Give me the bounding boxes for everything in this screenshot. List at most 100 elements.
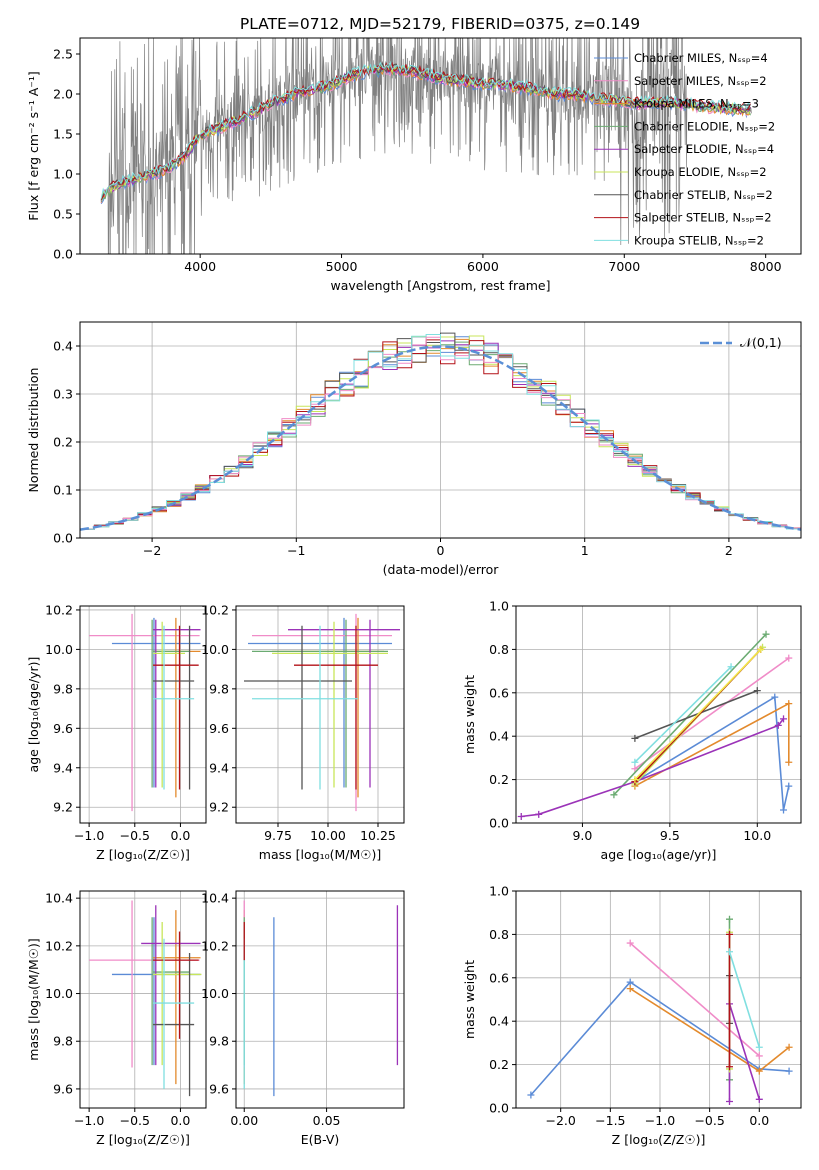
spectrum-legend: Chabrier MILES, Nₛₛₚ=4 Salpeter MILES, Nₛ… bbox=[594, 51, 775, 247]
y-tick-label: 9.4 bbox=[53, 760, 73, 775]
x-axis-label: Z [log₁₀(Z/Z☉)] bbox=[612, 1132, 706, 1147]
weight-point-marker bbox=[785, 783, 792, 790]
x-tick-label: −2 bbox=[143, 543, 161, 558]
figure-canvas: PLATE=0712, MJD=52179, FIBERID=0375, z=0… bbox=[0, 0, 819, 1170]
y-tick-label: 1.0 bbox=[489, 884, 509, 899]
y-tick-label: 9.2 bbox=[209, 800, 229, 815]
y-tick-label: 0.1 bbox=[53, 483, 73, 498]
y-tick-label: 10.2 bbox=[201, 602, 229, 617]
y-tick-label: 10.0 bbox=[201, 642, 229, 657]
y-tick-label: 10.0 bbox=[45, 642, 73, 657]
x-tick-label: −0.5 bbox=[120, 1113, 150, 1128]
legend-entry: Kroupa STELIB, Nₛₛₚ=2 bbox=[634, 233, 764, 247]
x-tick-label: −2.0 bbox=[546, 1113, 576, 1128]
y-tick-label: 10.4 bbox=[201, 891, 229, 906]
y-tick-label: 1.0 bbox=[489, 599, 509, 614]
x-axis-label: mass [log₁₀(M/M☉)] bbox=[259, 847, 381, 862]
weight-point-marker bbox=[785, 759, 792, 766]
x-tick-label: 9.0 bbox=[572, 828, 592, 843]
x-axis-label: (data-model)/error bbox=[383, 562, 500, 577]
y-axis-label: Normed distribution bbox=[26, 368, 41, 493]
x-tick-label: 10.0 bbox=[743, 828, 771, 843]
legend-entry: Chabrier MILES, Nₛₛₚ=4 bbox=[634, 51, 768, 65]
y-axis-label: mass weight bbox=[462, 675, 477, 754]
weight-point-marker bbox=[518, 813, 525, 820]
y-tick-label: 9.8 bbox=[53, 1034, 73, 1049]
y-tick-label: 2.5 bbox=[53, 47, 73, 62]
y-tick-label: 2.0 bbox=[53, 87, 73, 102]
x-axis-label: wavelength [Angstrom, rest frame] bbox=[330, 278, 550, 293]
x-axis-label: age [log₁₀(age/yr)] bbox=[601, 847, 717, 862]
x-tick-label: −1 bbox=[287, 543, 305, 558]
x-tick-label: 6000 bbox=[467, 259, 499, 274]
x-axis-label: Z [log₁₀(Z/Z☉)] bbox=[96, 847, 190, 862]
y-tick-label: 10.2 bbox=[45, 602, 73, 617]
x-tick-label: −1.0 bbox=[74, 828, 104, 843]
y-tick-label: 0.0 bbox=[489, 816, 509, 831]
axes-frame bbox=[236, 891, 404, 1108]
y-tick-label: 0.2 bbox=[489, 1057, 509, 1072]
spectrum-panel: 4000 5000 6000 7000 8000 0.0 0.5 1.0 1.5 2.0 2.5 wa… bbox=[26, 0, 801, 324]
legend-entry: Salpeter STELIB, Nₛₛₚ=2 bbox=[634, 211, 772, 225]
y-axis-label: Flux [f erg cm⁻² s⁻¹ A⁻¹] bbox=[26, 71, 41, 221]
weight-point-marker bbox=[785, 700, 792, 707]
axes-frame bbox=[516, 606, 801, 823]
histogram-panel: −2 −1 0 1 20.00.10.20.30.4(data-model)/error… bbox=[26, 322, 801, 577]
weight-series-line bbox=[614, 634, 766, 795]
x-tick-label: 10.25 bbox=[360, 828, 396, 843]
plot-area bbox=[101, 0, 751, 324]
y-tick-label: 10.2 bbox=[201, 938, 229, 953]
weight-point-marker bbox=[780, 806, 787, 813]
age-vs-Z-panel: −1.0 −0.5 0.09.29.49.69.810.010.2Z [log₁₀(… bbox=[26, 602, 206, 862]
y-tick-label: 9.6 bbox=[53, 721, 73, 736]
weight-vs-Z-panel: −2.0 −1.5 −1.0 −0.5 0.00.00.20.40.60.81.0Z [… bbox=[462, 884, 801, 1148]
x-tick-label: 0 bbox=[437, 543, 445, 558]
y-tick-label: 0.2 bbox=[53, 435, 73, 450]
x-tick-label: −1.0 bbox=[74, 1113, 104, 1128]
axes-frame bbox=[516, 891, 801, 1108]
x-tick-label: 2 bbox=[725, 543, 733, 558]
x-tick-label: 9.5 bbox=[660, 828, 680, 843]
weight-point-marker bbox=[756, 1044, 763, 1051]
age-vs-mass-panel: 9.75 10.00 10.25 9.2 9.4 9.6 9.8 10.0 10.2 mass [… bbox=[201, 602, 404, 862]
weight-point-marker bbox=[726, 1098, 733, 1105]
figure-title: PLATE=0712, MJD=52179, FIBERID=0375, z=0… bbox=[240, 15, 640, 33]
plot-area bbox=[244, 901, 397, 1097]
weight-point-marker bbox=[726, 948, 733, 955]
x-tick-label: 0.0 bbox=[170, 1113, 190, 1128]
weight-series-line bbox=[521, 719, 783, 817]
y-tick-label: 0.0 bbox=[53, 247, 73, 262]
weight-vs-age-panel: 9.0 9.5 10.0 0.0 0.2 0.4 0.6 0.8 1.0 age [log₁₀(a… bbox=[462, 599, 801, 863]
legend-entry: Chabrier STELIB, Nₛₛₚ=2 bbox=[634, 188, 773, 202]
mass-vs-Z-panel: −1.0 −0.5 0.09.69.810.010.210.4Z [log₁₀(Z/… bbox=[26, 891, 206, 1147]
y-tick-label: 9.8 bbox=[53, 681, 73, 696]
x-tick-label: 5000 bbox=[326, 259, 358, 274]
y-tick-label: 9.6 bbox=[209, 1081, 229, 1096]
axes-frame bbox=[80, 891, 206, 1108]
y-tick-label: 10.0 bbox=[201, 986, 229, 1001]
axes-frame bbox=[80, 606, 206, 823]
x-tick-label: −0.5 bbox=[694, 1113, 724, 1128]
y-tick-label: 0.8 bbox=[489, 927, 509, 942]
weight-point-marker bbox=[535, 811, 542, 818]
x-tick-label: 9.75 bbox=[264, 828, 292, 843]
y-tick-label: 0.0 bbox=[53, 531, 73, 546]
y-tick-label: 9.4 bbox=[209, 760, 229, 775]
legend-entry: Kroupa ELODIE, Nₛₛₚ=2 bbox=[634, 165, 767, 179]
y-axis-label: mass [log₁₀(M/M☉)] bbox=[26, 938, 41, 1060]
weight-point-marker bbox=[756, 1096, 763, 1103]
legend-entry: Kroupa MILES, Nₛₛₚ=3 bbox=[634, 97, 759, 111]
plot-area bbox=[518, 631, 793, 820]
spectrum-line bbox=[101, 0, 751, 324]
weight-series-line bbox=[635, 704, 789, 787]
y-tick-label: 1.0 bbox=[53, 167, 73, 182]
x-tick-label: −0.5 bbox=[120, 828, 150, 843]
plot-area bbox=[89, 901, 201, 1097]
y-tick-label: 0.5 bbox=[53, 207, 73, 222]
legend-entry: Salpeter ELODIE, Nₛₛₚ=4 bbox=[634, 142, 774, 156]
y-axis-label: age [log₁₀(age/yr)] bbox=[26, 657, 41, 773]
y-tick-label: 9.6 bbox=[209, 721, 229, 736]
y-tick-label: 0.4 bbox=[489, 1014, 509, 1029]
y-tick-label: 10.2 bbox=[45, 938, 73, 953]
x-tick-label: 1 bbox=[581, 543, 589, 558]
